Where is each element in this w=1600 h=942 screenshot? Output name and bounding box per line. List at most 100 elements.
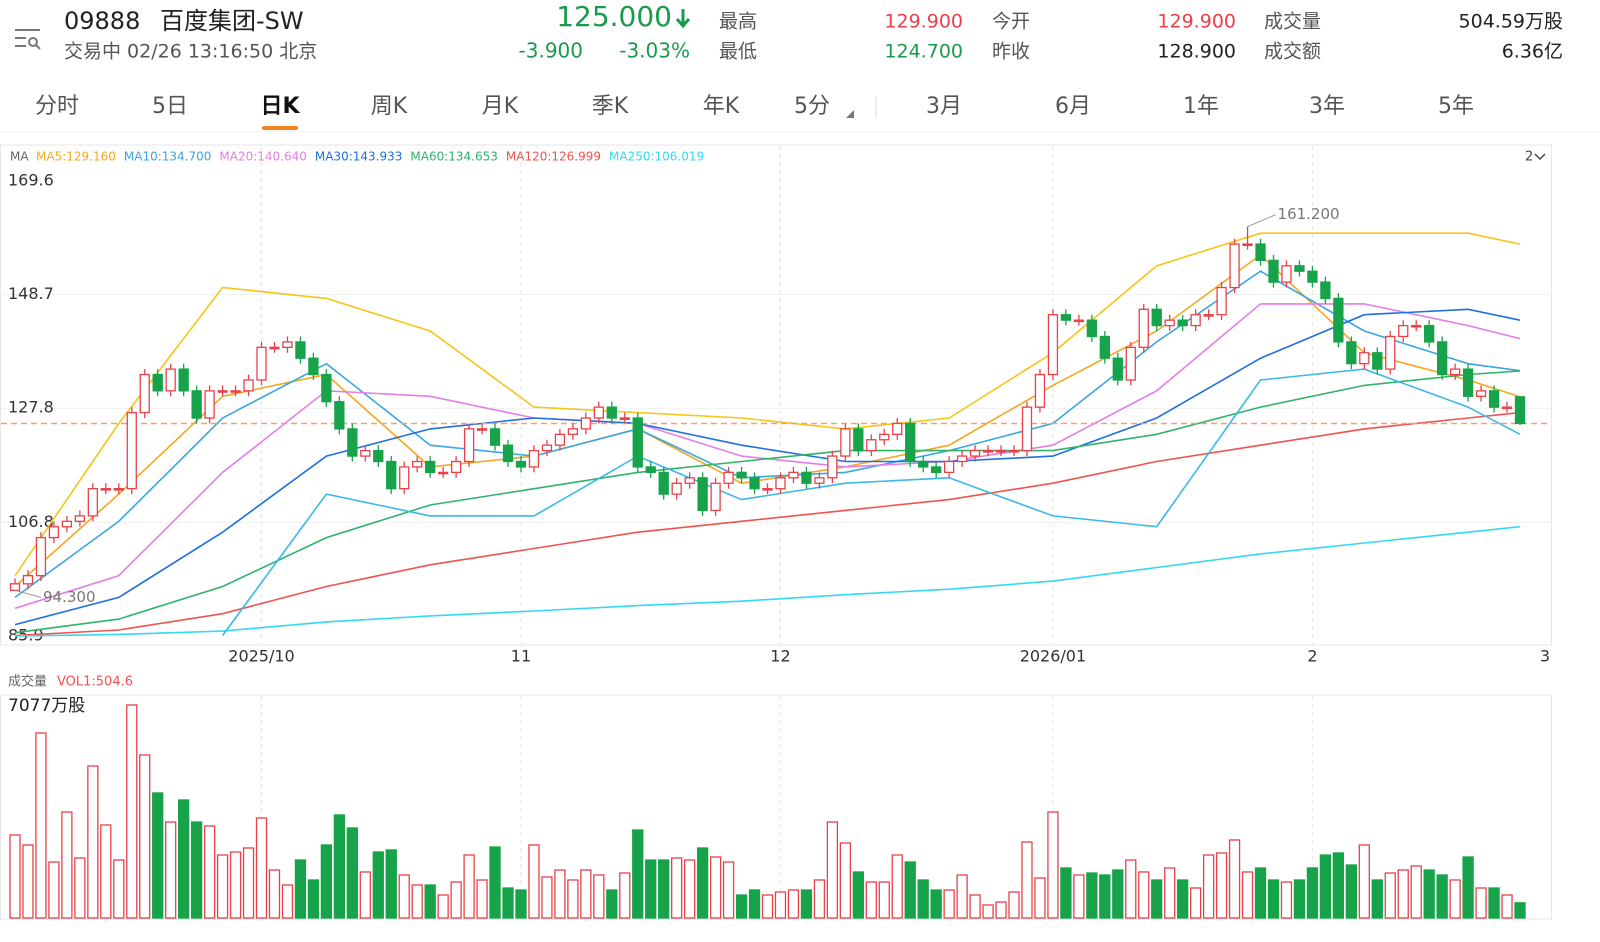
tab[interactable]: 周K xyxy=(371,94,408,119)
candle-body xyxy=(1255,243,1266,262)
volume-bar xyxy=(852,871,864,919)
volume-bar xyxy=(1436,874,1448,919)
stock-name: 百度集团-SW xyxy=(160,7,304,35)
candle-body xyxy=(632,417,643,468)
candle-body xyxy=(931,466,942,474)
volume-bar xyxy=(606,889,618,919)
candle-body xyxy=(1177,319,1188,327)
volume-bar xyxy=(515,889,527,919)
volume-bar xyxy=(567,879,579,919)
volume-frame xyxy=(0,694,1552,920)
candle-body xyxy=(412,460,423,468)
volume-bar xyxy=(203,825,216,919)
volume-bar xyxy=(1177,879,1189,919)
candle-body xyxy=(1462,368,1474,397)
candle-body xyxy=(178,368,189,392)
ma-legend: MA10:134.700 xyxy=(124,150,212,164)
candle-body xyxy=(1021,406,1033,452)
volume-bar xyxy=(696,847,709,919)
volume-bar xyxy=(1086,872,1098,919)
annotation-leader xyxy=(1247,214,1276,228)
candle-body xyxy=(1151,308,1162,327)
volume-bar xyxy=(1047,811,1059,919)
tab[interactable]: 6月 xyxy=(1055,94,1091,119)
volume-bar xyxy=(930,889,942,919)
tab[interactable]: 月K xyxy=(482,94,519,119)
volume-bar xyxy=(411,884,423,919)
tab[interactable]: 5日 xyxy=(152,94,188,119)
candle-body xyxy=(1099,335,1110,359)
candle-body xyxy=(386,460,397,490)
candle-body xyxy=(282,341,293,348)
ma-line xyxy=(14,411,1521,637)
tab[interactable]: 5年 xyxy=(1438,94,1474,119)
volume-bar xyxy=(632,829,644,919)
candle-body xyxy=(113,488,124,491)
candle-body xyxy=(1216,286,1227,316)
candle-body xyxy=(22,575,34,585)
volume-bar xyxy=(359,871,371,919)
tab[interactable]: 日K xyxy=(260,94,300,119)
ma-line xyxy=(14,303,1521,610)
candle-body xyxy=(775,477,786,490)
volume-bar xyxy=(1099,874,1111,919)
x-end-label: 3 xyxy=(1540,647,1550,666)
volume-bar xyxy=(1449,879,1461,919)
tab[interactable]: 分时 xyxy=(35,94,79,119)
stat-value: 128.900 xyxy=(1157,41,1236,63)
candle-body xyxy=(308,357,319,376)
menu-icon[interactable] xyxy=(15,29,41,50)
candle-body xyxy=(1449,368,1461,376)
candle-body xyxy=(204,390,215,419)
stat-value: 124.700 xyxy=(884,41,963,63)
volume-bar xyxy=(1228,839,1241,919)
x-tick-label: 2 xyxy=(1307,647,1317,666)
candle-body xyxy=(788,471,799,479)
candle-body xyxy=(476,428,488,431)
candle-body xyxy=(360,449,371,457)
volume-bar xyxy=(658,859,670,919)
candle-body xyxy=(918,460,929,468)
tab[interactable]: 1年 xyxy=(1183,94,1219,119)
tab[interactable]: 季K xyxy=(592,94,629,119)
volume-bar xyxy=(1514,902,1526,919)
volume-bar xyxy=(735,894,748,919)
volume-bar xyxy=(969,894,981,919)
ma-line xyxy=(14,270,1521,599)
volume-max-label: 7077万股 xyxy=(8,696,85,716)
candle-body xyxy=(437,471,449,475)
candle-body xyxy=(463,428,475,463)
volume-bar xyxy=(139,754,151,919)
candle-body xyxy=(956,455,968,463)
stat-value: 504.59万股 xyxy=(1459,11,1563,33)
volume-bar xyxy=(1254,867,1267,919)
tab[interactable]: 5分 xyxy=(794,94,830,119)
volume-bar xyxy=(1293,879,1306,919)
candle-body xyxy=(1268,259,1279,283)
volume-bar xyxy=(761,894,774,919)
period-select[interactable]: 2 xyxy=(1525,150,1533,165)
candle-body xyxy=(1424,324,1435,343)
volume-legend: VOL1:504.6 xyxy=(57,675,133,690)
candle-body xyxy=(723,471,734,484)
volume-bar xyxy=(826,821,839,919)
candle-body xyxy=(541,444,553,452)
tab[interactable]: 年K xyxy=(703,94,740,119)
volume-bar xyxy=(1034,877,1046,919)
candle-body xyxy=(814,477,825,484)
volume-bar xyxy=(346,827,358,919)
candle-body xyxy=(1125,346,1136,381)
volume-bar xyxy=(541,876,553,919)
volume-bar xyxy=(126,704,138,919)
volume-bar xyxy=(554,869,566,919)
volume-bar xyxy=(307,879,320,919)
tab[interactable]: 3月 xyxy=(926,94,962,119)
y-tick-label: 106.8 xyxy=(8,512,54,531)
candle-body xyxy=(697,477,708,512)
tab[interactable]: 3年 xyxy=(1309,94,1345,119)
candle-body xyxy=(840,428,851,457)
stat-value: 129.900 xyxy=(1157,11,1236,33)
x-tick-label: 11 xyxy=(511,647,531,666)
volume-bar xyxy=(61,811,73,919)
